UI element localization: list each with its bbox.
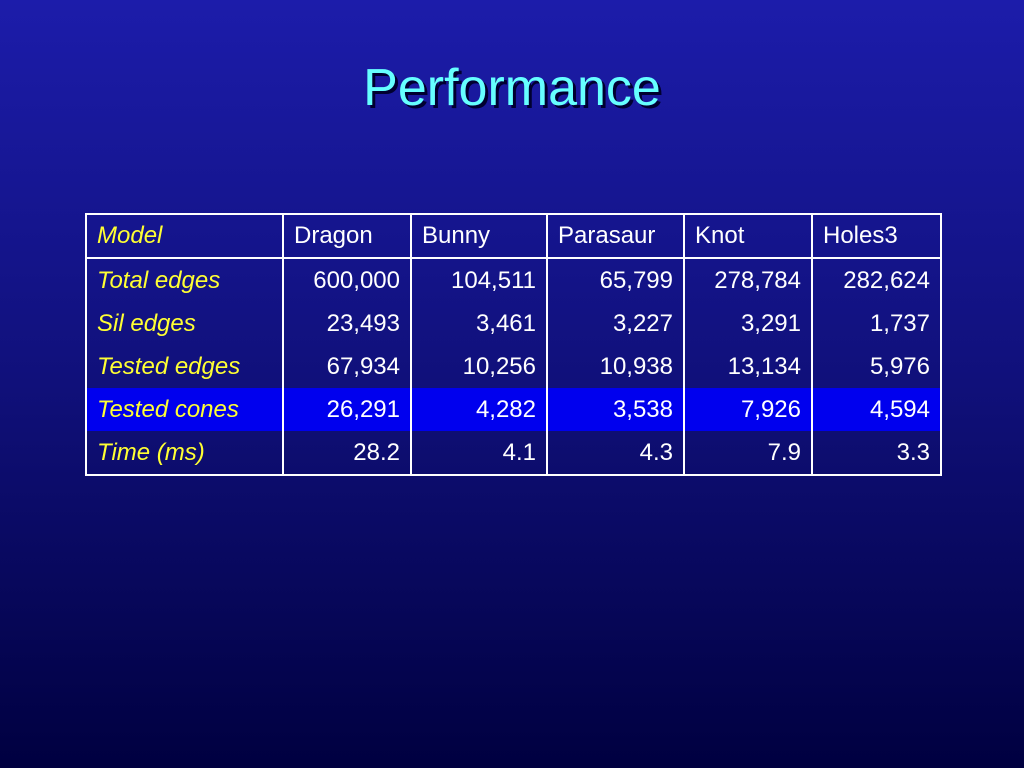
table-row: Tested edges 67,934 10,256 10,938 13,134 5,97… — [85, 345, 942, 388]
table-cell: 23,493 — [282, 302, 412, 345]
row-label: Total edges — [85, 258, 284, 302]
table-cell: 4,282 — [410, 388, 548, 431]
slide-title: Performance — [363, 59, 661, 117]
header-row: Model Dragon Bunny Parasaur Knot Holes3 — [85, 213, 942, 259]
table-cell: 10,938 — [546, 345, 685, 388]
table-row: Total edges 600,000 104,511 65,799 278,784 28… — [85, 258, 942, 302]
table-cell: 3,291 — [683, 302, 813, 345]
table-cell: 13,134 — [683, 345, 813, 388]
table-cell: 7.9 — [683, 431, 813, 476]
row-label: Tested cones — [85, 388, 284, 431]
table-cell: 1,737 — [811, 302, 942, 345]
table-cell: 3,538 — [546, 388, 685, 431]
table-row: Tested cones 26,291 4,282 3,538 7,926 4,594 — [85, 388, 942, 431]
table-cell: 65,799 — [546, 258, 685, 302]
table-cell: 4,594 — [811, 388, 942, 431]
table-cell: 26,291 — [282, 388, 412, 431]
table-cell: 7,926 — [683, 388, 813, 431]
table-row: Time (ms) 28.2 4.1 4.3 7.9 3.3 — [85, 431, 942, 476]
performance-table: Model Dragon Bunny Parasaur Knot Holes3 Total… — [85, 213, 942, 476]
table-cell: 278,784 — [683, 258, 813, 302]
header-cell: Parasaur — [546, 213, 685, 259]
table-row: Sil edges 23,493 3,461 3,227 3,291 1,737 — [85, 302, 942, 345]
table-cell: 4.1 — [410, 431, 548, 476]
table-cell: 5,976 — [811, 345, 942, 388]
table-cell: 3,227 — [546, 302, 685, 345]
header-cell: Holes3 — [811, 213, 942, 259]
table-cell: 67,934 — [282, 345, 412, 388]
header-cell: Model — [85, 213, 284, 259]
table-cell: 4.3 — [546, 431, 685, 476]
row-label: Sil edges — [85, 302, 284, 345]
table-cell: 10,256 — [410, 345, 548, 388]
table-body: Total edges 600,000 104,511 65,799 278,784 28… — [85, 258, 942, 476]
table-cell: 600,000 — [282, 258, 412, 302]
header-cell: Knot — [683, 213, 813, 259]
header-cell: Dragon — [282, 213, 412, 259]
table-cell: 3,461 — [410, 302, 548, 345]
table-cell: 282,624 — [811, 258, 942, 302]
table-cell: 104,511 — [410, 258, 548, 302]
header-cell: Bunny — [410, 213, 548, 259]
row-label: Tested edges — [85, 345, 284, 388]
table-cell: 28.2 — [282, 431, 412, 476]
row-label: Time (ms) — [85, 431, 284, 476]
table-cell: 3.3 — [811, 431, 942, 476]
